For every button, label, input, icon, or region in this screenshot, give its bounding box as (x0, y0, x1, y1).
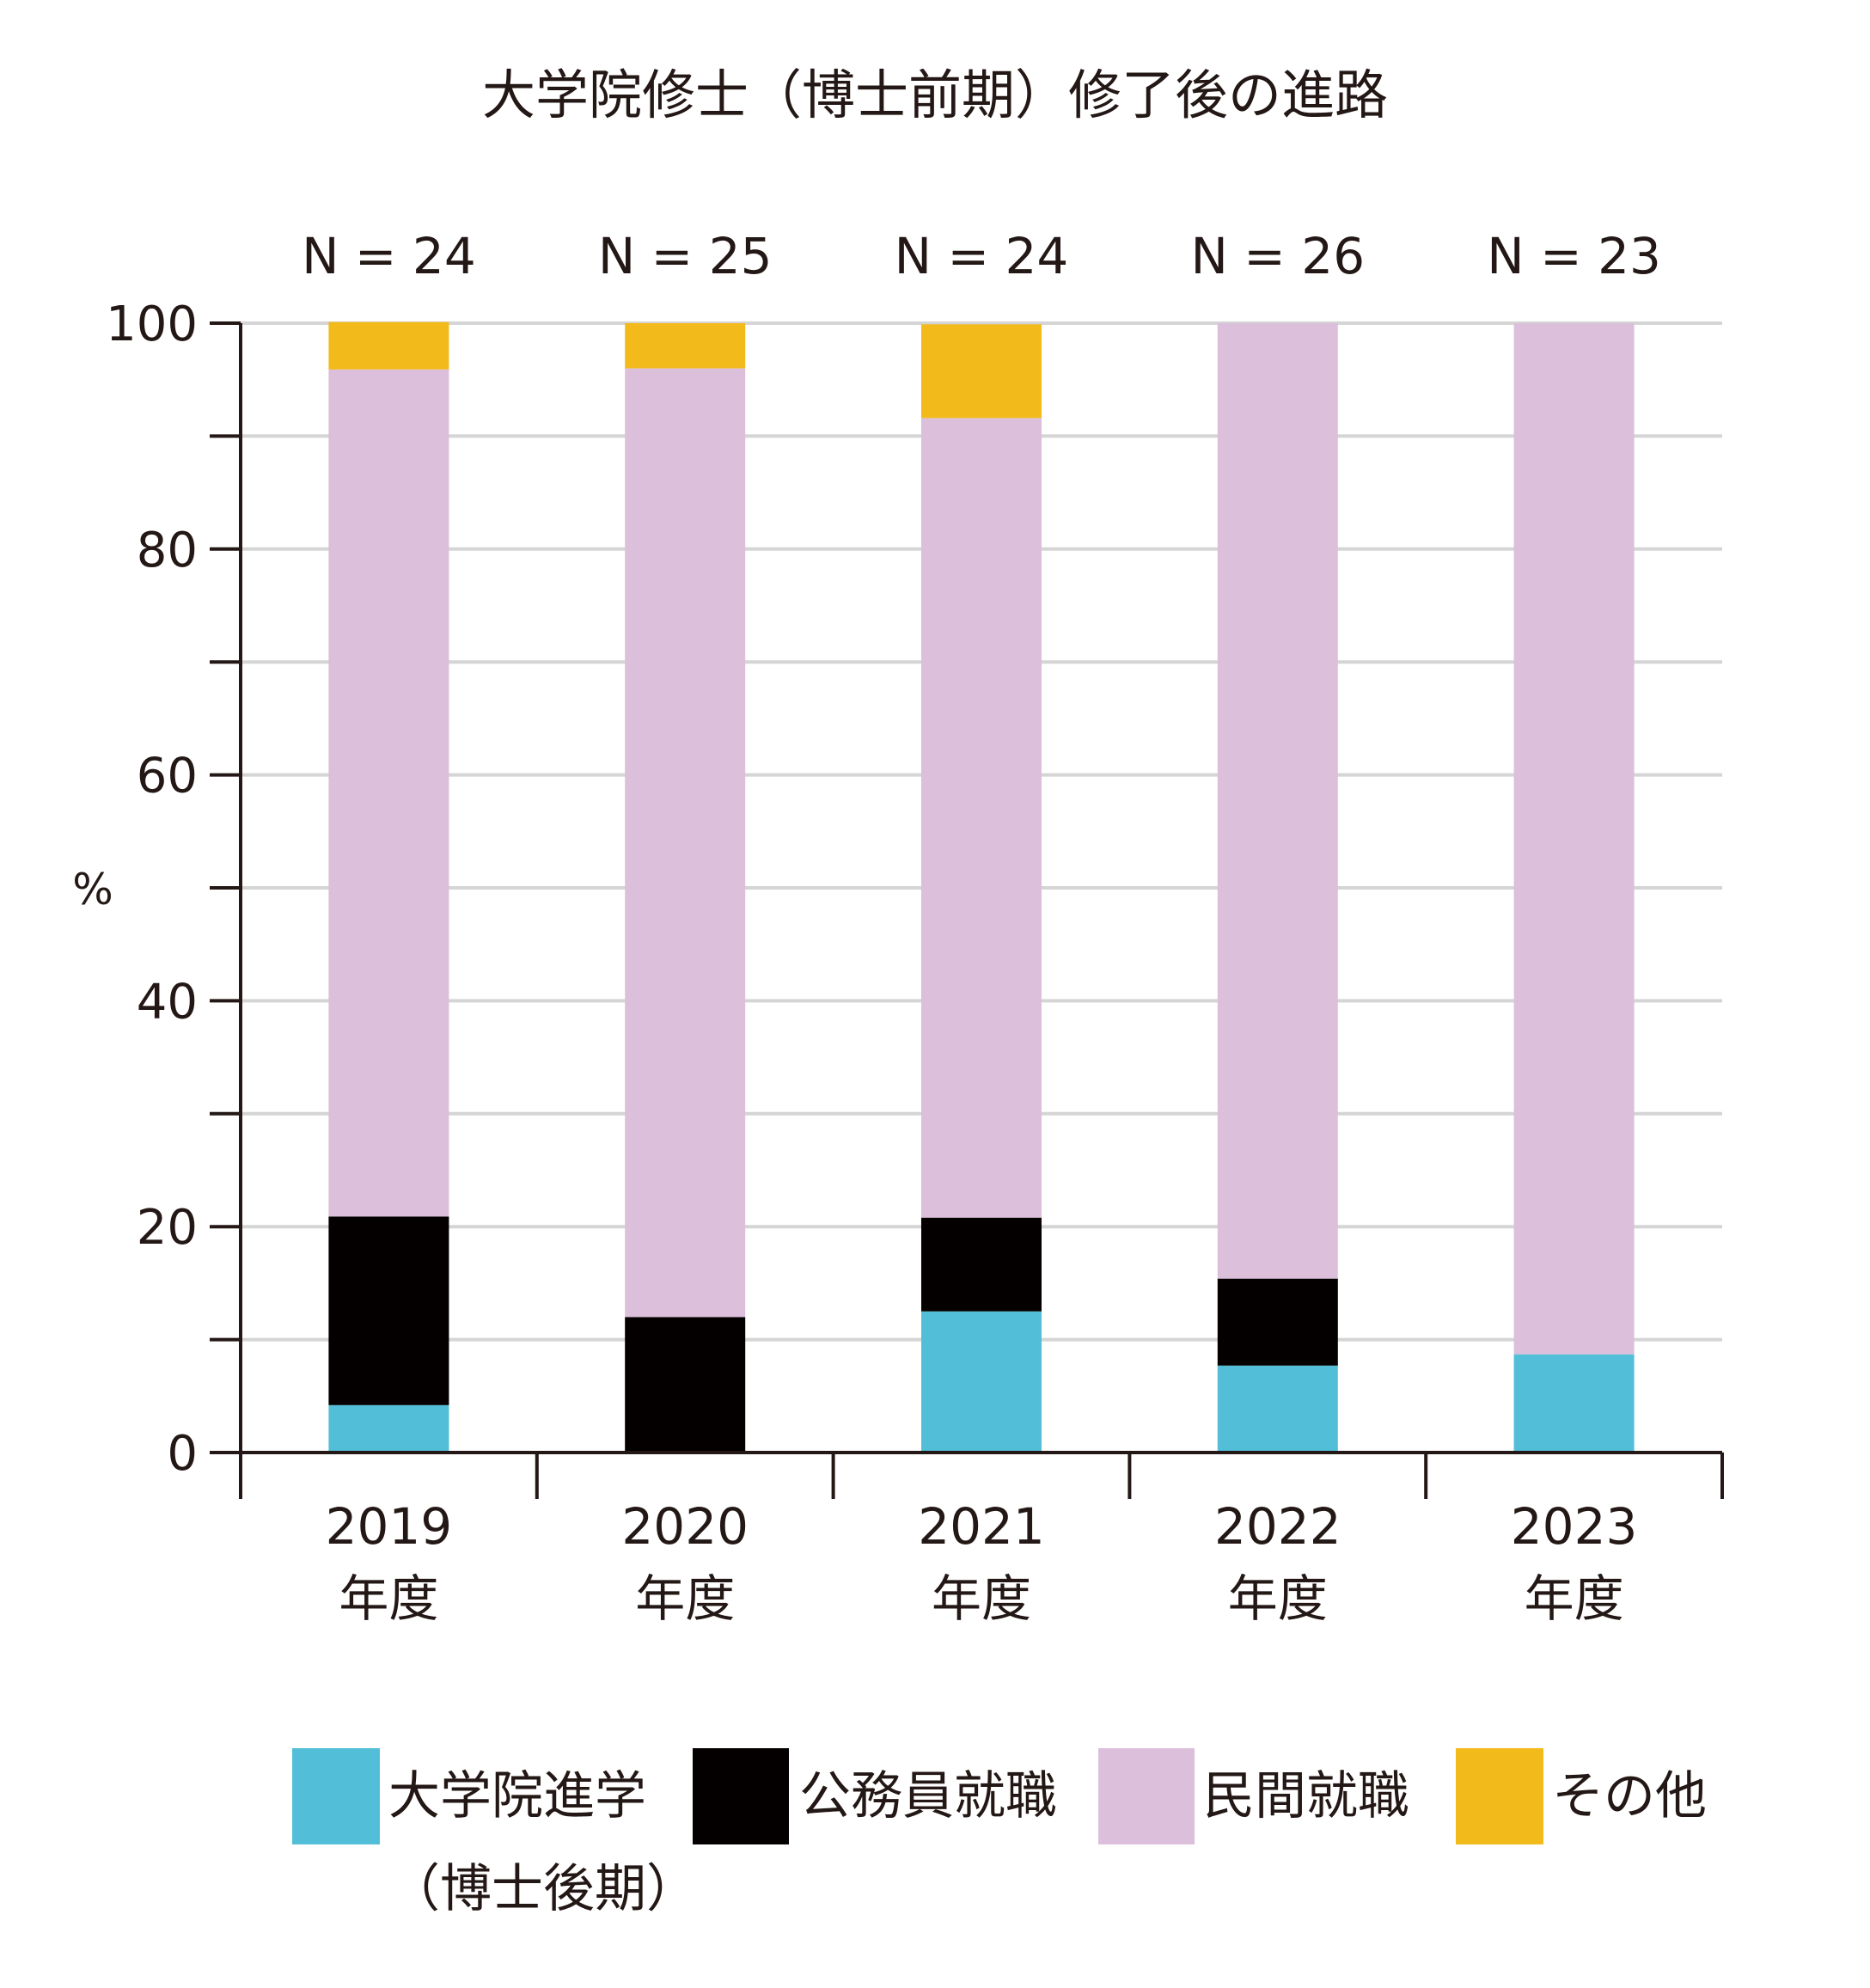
bar-segment-other (328, 321, 449, 370)
legend-label-civil: 公務員就職 (799, 1766, 1057, 1826)
legend: 大学院進学 （博士後期） 公務員就職 民間就職 その他 (292, 1748, 1707, 1919)
x-tick-label-unit: 年度 (635, 1569, 735, 1628)
bar-segment-private (1513, 323, 1635, 1355)
legend-swatch-civil (693, 1748, 789, 1844)
bar-segment-private (921, 418, 1042, 1218)
y-tick-label: 80 (137, 523, 198, 578)
x-tick-label-unit: 年度 (339, 1569, 438, 1628)
bars (328, 321, 1635, 1453)
y-tick-label: 20 (137, 1200, 198, 1256)
legend-swatch-private (1098, 1748, 1195, 1844)
x-axis-labels: 2019 年度 2020 年度 2021 年度 2022 年度 2023 年度 (326, 1497, 1638, 1628)
axes: 0 20 40 60 80 100 (106, 297, 1724, 1499)
bar-segment-doctoral (1513, 1354, 1635, 1453)
x-tick-label-unit: 年度 (932, 1569, 1031, 1628)
chart-title: 大学院修士（博士前期）修了後の進路 (482, 64, 1388, 126)
bar-segment-private (328, 369, 449, 1217)
bar-segment-civil (625, 1317, 746, 1453)
x-tick-label-year: 2021 (918, 1497, 1045, 1556)
x-tick-label-year: 2023 (1511, 1497, 1638, 1556)
bar-segment-civil (921, 1217, 1042, 1312)
y-tick-label: 40 (137, 974, 198, 1030)
sample-size-label: N = 26 (1190, 227, 1365, 285)
x-tick-label-year: 2020 (621, 1497, 749, 1556)
bar-segment-private (1217, 323, 1338, 1279)
y-tick-label: 0 (167, 1426, 198, 1482)
legend-label-doctoral: 大学院進学 (388, 1766, 646, 1826)
sample-size-label: N = 23 (1487, 227, 1661, 285)
y-tick-label: 60 (137, 749, 198, 804)
legend-label-private: 民間就職 (1203, 1766, 1409, 1826)
legend-label-other: その他 (1552, 1766, 1707, 1826)
bar-segment-civil (1217, 1278, 1338, 1366)
legend-label-doctoral-line2: （博士後期） (388, 1859, 698, 1919)
y-tick-label: 100 (106, 297, 198, 352)
bar-segment-doctoral (921, 1311, 1042, 1453)
bar-segment-doctoral (328, 1404, 449, 1453)
bar-segment-private (625, 368, 746, 1318)
bar-segment-civil (328, 1216, 449, 1405)
bar-segment-doctoral (1217, 1365, 1338, 1453)
x-tick-label-unit: 年度 (1525, 1569, 1624, 1628)
y-axis-label: % (72, 865, 113, 914)
x-tick-label-unit: 年度 (1228, 1569, 1328, 1628)
legend-swatch-doctoral (292, 1748, 380, 1844)
bar-segment-other (625, 323, 746, 369)
x-tick-label-year: 2022 (1214, 1497, 1341, 1556)
sample-size-label: N = 25 (598, 227, 773, 285)
sample-size-label: N = 24 (302, 227, 476, 285)
bar-segment-other (921, 324, 1042, 419)
legend-swatch-other (1456, 1748, 1543, 1844)
sample-size-label: N = 24 (895, 227, 1069, 285)
sample-size-labels: N = 24 N = 25 N = 24 N = 26 N = 23 (302, 227, 1661, 285)
x-tick-label-year: 2019 (326, 1497, 453, 1556)
